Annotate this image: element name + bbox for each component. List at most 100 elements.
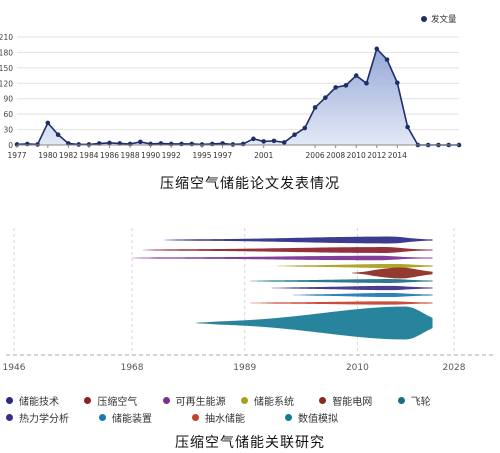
legend-dot [192,414,199,421]
x-tick-label: 1980 [38,151,57,160]
x-tick-label: 2014 [388,151,407,160]
stream-1 [164,236,433,244]
legend-item: 飞轮 [397,393,476,408]
x-tick-label: 1977 [7,151,26,160]
x-tick-label: 1982 [59,151,78,160]
legend-dot [285,414,292,421]
legend-item: 可再生能源 [162,393,241,408]
legend-label: 飞轮 [410,397,431,408]
legend-dot [6,397,13,404]
data-point [292,132,297,138]
legend-label: 数值模拟 [298,414,338,425]
legend-dot [319,397,327,404]
data-point [405,124,410,130]
y-tick-label: 60 [3,110,13,119]
y-tick-label: 90 [3,95,13,104]
legend-label: 储能技术 [19,397,59,408]
legend-label: 压缩空气 [97,397,138,408]
x-tick-label: 2008 [326,151,345,160]
legend-label: 储能系统 [253,397,294,408]
data-point [45,120,51,126]
data-point [374,46,380,52]
y-tick-label: 150 [0,64,13,73]
x-tick-label: 2010 [347,151,366,160]
legend-dot [84,397,92,404]
data-point [240,141,246,147]
legend-item: 热力学分析 [6,410,99,425]
data-point [302,125,308,131]
legend-item: 智能电网 [319,393,397,408]
y-tick-label: 0 [8,141,13,150]
data-point [55,132,61,138]
legend-label: 发文量 [431,14,457,25]
data-point [107,140,112,146]
stream-6 [250,279,433,283]
legend-label: 抽水储能 [205,414,245,425]
legend-dot [397,397,405,404]
data-point [35,142,40,147]
legend-label: 储能装置 [112,414,152,425]
data-point [281,140,287,145]
data-point [86,142,92,147]
data-point [251,136,256,142]
x-tick-label: 1984 [79,151,98,160]
legend-dot [162,397,170,404]
data-point [323,95,328,100]
legend-item: 抽水储能 [192,410,285,425]
data-point [138,139,143,145]
data-point [261,139,266,144]
y-tick-label: 30 [3,126,13,135]
data-point [384,57,390,62]
stream-5 [352,267,433,279]
stream-7 [271,285,433,291]
legend-item: 数值模拟 [285,410,378,425]
legend-item: 储能技术 [6,393,84,408]
x-tick-label: 1968 [121,363,144,373]
x-tick-label: 2028 [443,363,466,373]
stream-10 [196,306,433,340]
x-tick-label: 1992 [162,151,181,160]
data-point [312,105,318,110]
x-tick-label: 1986 [100,151,119,160]
x-tick-label: 1995 [192,151,211,160]
x-tick-label: 2006 [306,151,325,160]
data-point [199,142,205,147]
data-point [395,80,400,86]
data-point [210,141,215,147]
x-tick-label: 2012 [367,151,386,160]
y-tick-label: 180 [0,48,13,57]
legend-item: 储能系统 [240,393,319,408]
data-point [24,141,30,147]
data-point [179,141,184,147]
stream-legend: 储能技术 压缩空气 可再生能源 储能系统 智能电网 飞轮热力学分析 储能装置 抽水储能 数值模拟 [6,392,476,426]
chart1-caption: 压缩空气储能论文发表情况 [160,176,340,192]
legend-label: 智能电网 [332,397,373,408]
legend-label: 可再生能源 [175,397,226,408]
stream-3 [132,255,433,261]
stream-2 [142,247,433,253]
x-tick-label: 1997 [213,151,232,160]
data-point [76,142,81,147]
legend-item: 储能装置 [99,410,192,425]
chart2-caption: 压缩空气储能关联研究 [175,435,325,451]
legend-row: 储能技术 压缩空气 可再生能源 储能系统 智能电网 飞轮 [6,392,476,409]
legend-dot [240,397,248,404]
data-point [353,73,359,78]
legend-dot [6,414,13,421]
x-tick-label: 2001 [254,151,273,160]
legend-row: 热力学分析 储能装置 抽水储能 数值模拟 [6,409,476,426]
legend-marker [421,16,427,22]
data-point [189,141,195,147]
x-tick-label: 1990 [141,151,160,160]
series-area [17,48,459,146]
legend-label: 热力学分析 [19,414,69,425]
x-tick-label: 2010 [346,363,369,373]
legend-dot [99,414,106,421]
stream-8 [293,292,433,298]
legend-item: 压缩空气 [84,393,162,408]
data-point [364,80,369,86]
x-tick-label: 1988 [121,151,140,160]
y-tick-label: 120 [0,79,13,88]
